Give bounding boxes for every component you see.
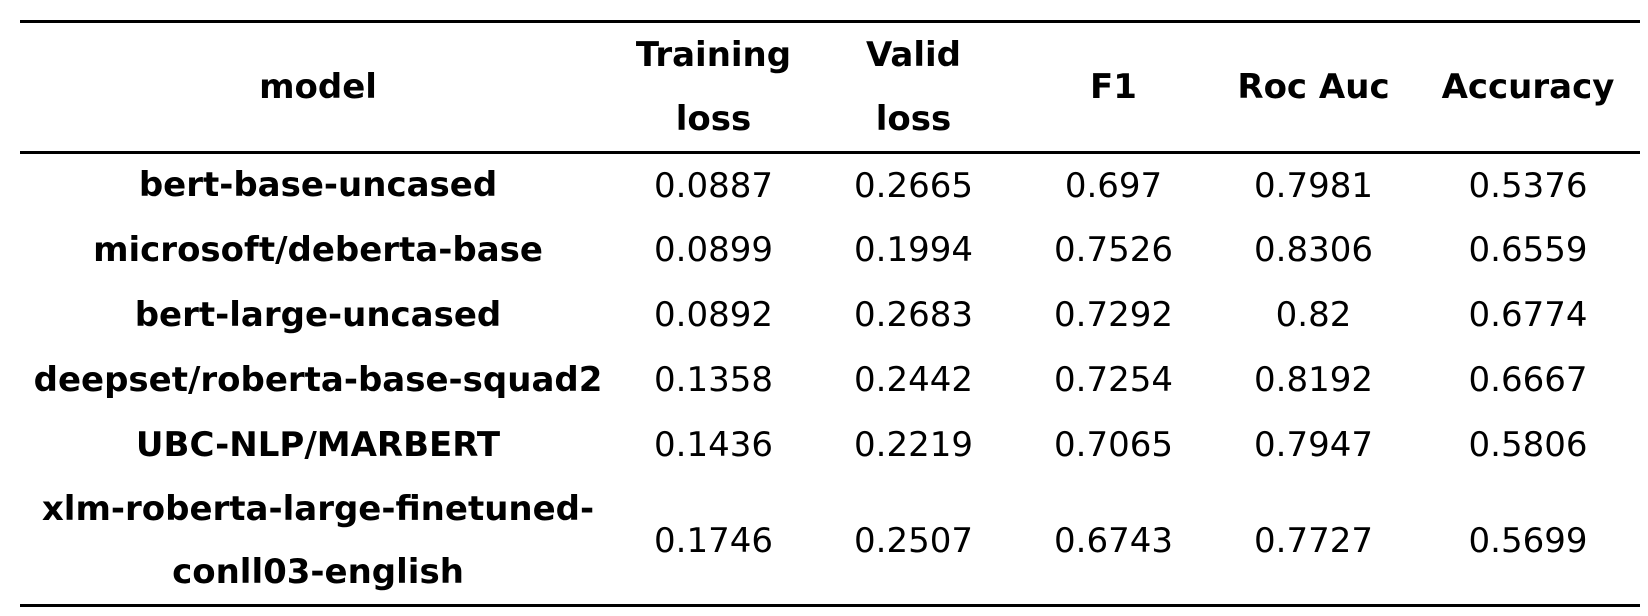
cell-accuracy: 0.5806 xyxy=(1468,425,1588,465)
cell-f1: 0.6743 xyxy=(1054,520,1173,561)
cell-f1: 0.7292 xyxy=(1054,295,1173,335)
table-header: model Training loss Valid loss F1 Roc Au… xyxy=(20,21,1640,153)
cell-model: xlm-roberta-large-finetuned-conll03-engl… xyxy=(20,478,616,606)
cell-f1: 0.7254 xyxy=(1054,360,1173,400)
cell-training-loss: 0.0899 xyxy=(654,230,773,270)
table-row: UBC-NLP/MARBERT 0.1436 0.2219 0.7065 0.7947 0… xyxy=(20,413,1640,478)
cell-training-loss: 0.0892 xyxy=(654,295,773,335)
cell-roc-auc: 0.8192 xyxy=(1254,360,1373,400)
cell-accuracy: 0.6559 xyxy=(1468,230,1588,270)
cell-model-line: deepset/roberta-base-squad2 xyxy=(33,359,603,400)
cell-valid-loss: 0.2219 xyxy=(854,425,973,465)
header-row: model Training loss Valid loss F1 Roc Au… xyxy=(20,21,1640,153)
table-row: deepset/roberta-base-squad2 0.1358 0.2442 0… xyxy=(20,348,1640,413)
cell-roc-auc: 0.7981 xyxy=(1254,165,1373,206)
cell-roc-auc: 0.7727 xyxy=(1254,520,1373,561)
cell-f1: 0.7065 xyxy=(1054,425,1173,465)
table-row: bert-base-uncased 0.0887 0.2665 0.697 0.7981… xyxy=(20,153,1640,218)
cell-valid-loss: 0.2665 xyxy=(854,165,973,206)
cell-training-loss: 0.1358 xyxy=(654,360,773,400)
header-model: model xyxy=(259,67,377,107)
cell-model-line: xlm-roberta-large-finetuned- xyxy=(41,488,595,529)
cell-valid-loss: 0.2507 xyxy=(854,520,973,561)
cell-f1: 0.7526 xyxy=(1054,230,1173,270)
table-row: bert-large-uncased 0.0892 0.2683 0.7292 0.82… xyxy=(20,283,1640,348)
cell-model: microsoft/deberta-base xyxy=(20,218,616,283)
cell-accuracy: 0.6667 xyxy=(1468,360,1588,400)
header-training-loss: Training loss xyxy=(616,22,811,153)
cell-model: bert-base-uncased xyxy=(20,153,616,218)
cell-accuracy: 0.5699 xyxy=(1468,520,1588,561)
table-row: microsoft/deberta-base 0.0899 0.1994 0.7526… xyxy=(20,218,1640,283)
cell-model: UBC-NLP/MARBERT xyxy=(20,413,616,478)
cell-model-line: bert-large-uncased xyxy=(134,294,502,335)
cell-valid-loss: 0.1994 xyxy=(854,230,973,270)
header-f1: F1 xyxy=(1090,67,1137,107)
cell-valid-loss: 0.2683 xyxy=(854,295,973,335)
cell-training-loss: 0.1436 xyxy=(654,425,773,465)
header-accuracy: Accuracy xyxy=(1441,67,1615,107)
cell-f1: 0.697 xyxy=(1064,165,1163,206)
header-valid-loss-line-2: loss xyxy=(875,99,952,139)
header-training-loss-line-2: loss xyxy=(675,99,752,139)
cell-accuracy: 0.5376 xyxy=(1468,165,1588,206)
header-roc-auc: Roc Auc xyxy=(1237,67,1390,107)
cell-model-line: UBC-NLP/MARBERT xyxy=(135,424,501,465)
table-body: bert-base-uncased 0.0887 0.2665 0.697 0.7981… xyxy=(20,153,1640,606)
cell-model-line: bert-base-uncased xyxy=(138,165,498,206)
cell-model: bert-large-uncased xyxy=(20,283,616,348)
results-table: model Training loss Valid loss F1 Roc Au… xyxy=(20,20,1640,607)
cell-accuracy: 0.6774 xyxy=(1468,295,1588,335)
cell-training-loss: 0.0887 xyxy=(654,165,773,206)
cell-roc-auc: 0.8306 xyxy=(1254,230,1373,270)
header-valid-loss-line-1: Valid xyxy=(865,35,962,75)
cell-training-loss: 0.1746 xyxy=(654,520,773,561)
cell-valid-loss: 0.2442 xyxy=(854,360,973,400)
header-training-loss-line-1: Training xyxy=(635,35,792,75)
cell-model-line: microsoft/deberta-base xyxy=(93,229,543,270)
cell-model: deepset/roberta-base-squad2 xyxy=(20,348,616,413)
cell-roc-auc: 0.7947 xyxy=(1254,425,1373,465)
table-row: xlm-roberta-large-finetuned-conll03-engl… xyxy=(20,478,1640,606)
cell-roc-auc: 0.82 xyxy=(1275,295,1352,335)
cell-model-line: conll03-english xyxy=(172,551,464,592)
header-valid-loss: Valid loss xyxy=(811,22,1016,153)
